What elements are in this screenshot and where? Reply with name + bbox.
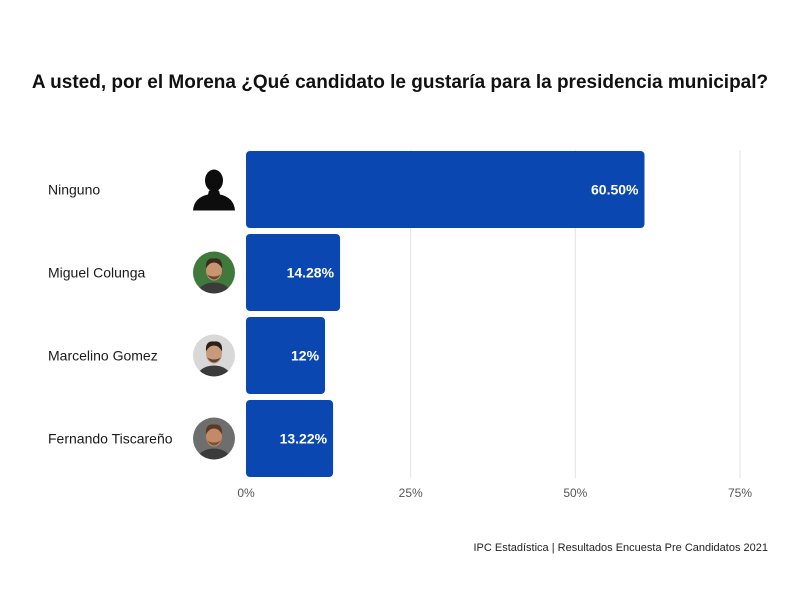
x-tick-label: 25% [399,486,423,500]
x-tick-label: 0% [237,486,255,500]
candidate-photo-icon [193,334,235,377]
bar-value-label: 13.22% [280,431,328,447]
chart-footer: IPC Estadística | Resultados Encuesta Pr… [473,542,768,554]
x-tick-label: 75% [728,486,752,500]
bar-value-label: 14.28% [287,265,335,281]
candidate-photo-icon [193,417,235,460]
chart-title: A usted, por el Morena ¿Qué candidato le… [31,72,769,93]
x-tick-label: 50% [563,486,587,500]
bar [246,234,341,311]
bar-value-label: 60.50% [591,182,639,198]
category-label: Ninguno [48,182,100,198]
bar [246,400,334,477]
category-label: Marcelino Gomez [48,348,158,364]
category-label: Fernando Tiscareño [48,431,173,447]
person-silhouette-icon [193,169,235,211]
category-label: Miguel Colunga [48,265,145,281]
bar-value-label: 12% [291,348,320,364]
candidate-photo-icon [193,251,235,294]
bar [246,317,326,394]
bar [246,151,645,228]
